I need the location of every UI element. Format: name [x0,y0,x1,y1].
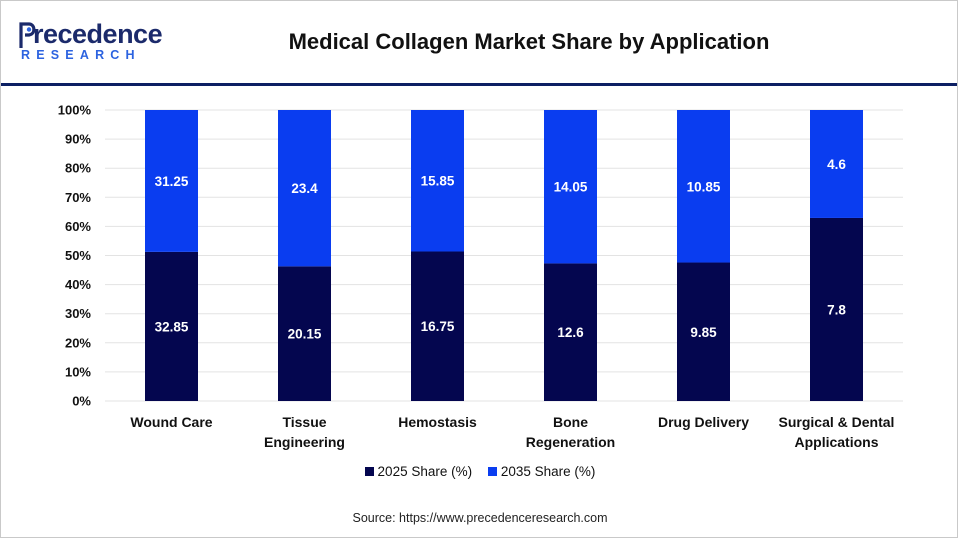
bar-segment-2035 [145,110,198,252]
y-tick-label: 20% [65,335,91,350]
bar-segment-2025 [677,262,730,401]
y-tick-label: 70% [65,190,91,205]
x-tick-label: Wound Care [130,414,212,430]
y-tick-label: 30% [65,306,91,321]
x-tick-label: Tissue [282,414,326,430]
bars: 32.85 31.25 20.15 23.4 16.75 15.85 12.6 14.05 9.… [145,110,863,401]
logo-p-mark-icon [19,22,36,48]
bar-segment-2035 [677,110,730,263]
data-label: 9.85 [690,325,717,340]
data-label: 23.4 [291,181,318,196]
y-tick-label: 0% [72,394,91,409]
y-tick-label: 40% [65,277,91,292]
chart-title: Medical Collagen Market Share by Applica… [288,29,770,54]
header-divider [1,83,957,86]
y-tick-label: 90% [65,132,91,147]
legend-swatch-2035 [487,467,497,476]
bar-segment-2025 [810,217,863,401]
y-tick-label: 80% [65,161,91,176]
x-tick-label: Drug Delivery [658,414,749,430]
bar-segment-2025 [411,251,464,401]
bar-segment-2035 [810,110,863,218]
data-label: 4.6 [827,157,846,172]
y-tick-label: 60% [65,219,91,234]
y-tick-label: 10% [65,364,91,379]
y-axis-tick-labels: 0% 10% 20% 30% 40% 50% 60% 70% 80% 90% 100% [58,103,92,409]
legend-label-2035: 2035 Share (%) [500,464,596,479]
legend-label-2025: 2025 Share (%) [377,464,473,479]
data-label: 14.05 [554,180,588,195]
bar-segment-2035 [278,110,331,267]
x-tick-label: Bone [553,414,588,430]
data-label: 16.75 [421,319,455,334]
data-label: 15.85 [421,174,455,189]
data-label: 10.85 [687,179,721,194]
y-tick-label: 100% [58,103,92,118]
data-label: 32.85 [155,319,189,334]
x-tick-label: Engineering [264,434,345,450]
logo-wordmark: recedence [33,19,163,49]
x-tick-label: Regeneration [526,434,615,450]
bar-segment-2025 [145,251,198,401]
legend-item-2025: 2025 Share (%) [364,464,473,479]
bar-segment-2025 [278,266,331,401]
legend-swatch-2025 [364,467,374,476]
source-note: Source: https://www.precedenceresearch.c… [352,511,608,525]
precedence-research-logo: recedence RESEARCH [19,19,169,65]
x-tick-label: Surgical & Dental [779,414,895,430]
y-tick-label: 50% [65,248,91,263]
data-label: 31.25 [155,174,189,189]
legend: 2025 Share (%) 2035 Share (%) [0,464,960,479]
x-axis-category-labels: Wound Care Tissue Engineering Hemostasis Bon… [130,414,894,450]
gridlines [105,109,903,402]
data-label: 20.15 [288,327,322,342]
x-tick-label: Applications [794,434,878,450]
data-label: 7.8 [827,302,846,317]
data-label: 12.6 [557,325,584,340]
header: recedence RESEARCH Medical Collagen Mark… [1,1,957,83]
bar-segment-2025 [544,263,597,401]
x-tick-label: Hemostasis [398,414,477,430]
bar-segment-2035 [411,110,464,252]
logo-subtitle: RESEARCH [21,48,141,62]
legend-item-2035: 2035 Share (%) [487,464,596,479]
bar-segment-2035 [544,110,597,264]
